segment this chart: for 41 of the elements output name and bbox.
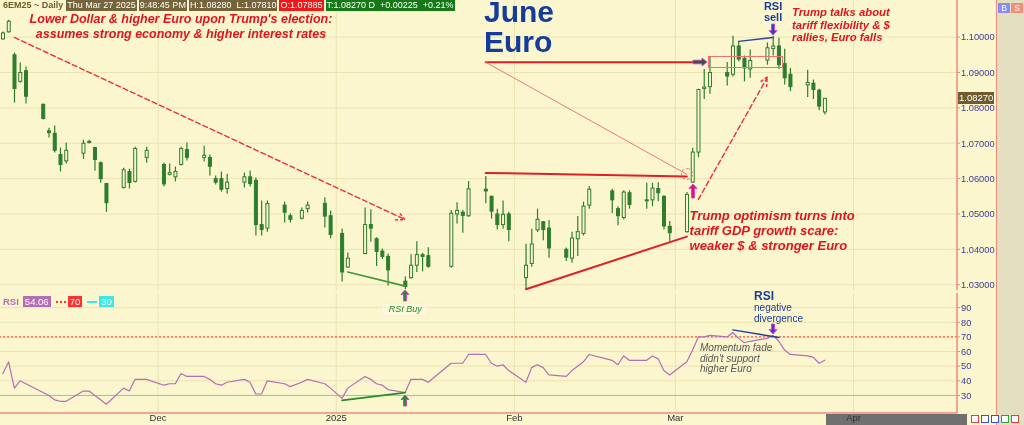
text: RSI xyxy=(3,296,19,307)
annotation: H:1.08280 L:1.07810 xyxy=(188,0,278,11)
annotation: Trump talks about tariff flexibility & $ rallies, Euro falls xyxy=(792,6,891,44)
x-tick-label: Mar xyxy=(667,411,684,423)
x-tick-label: Feb xyxy=(506,411,523,423)
annotation: Lower Dollar & higher Euro upon Trump's election: assumes strong economy & higher interest rates xyxy=(28,12,334,42)
y-tick-label: 90 xyxy=(961,302,972,313)
x-tick-label: 2025 xyxy=(325,411,347,423)
y-tick-label: 1.05000 xyxy=(961,209,995,220)
text: B xyxy=(998,3,1010,13)
annotation: Trump optimism turns into tariff GDP growth scare: weaker $ & stronger Euro xyxy=(689,207,856,253)
chart-title: June Euro xyxy=(484,0,556,58)
annotation: RSI xyxy=(754,289,775,304)
y-tick-label: 1.08000 xyxy=(961,103,995,114)
y-tick-label: 1.09000 xyxy=(961,67,995,78)
legend-label: 70 xyxy=(67,296,83,307)
y-tick-label: 30 xyxy=(961,390,972,401)
y-tick-label: 60 xyxy=(961,346,972,357)
y-tick-label: 40 xyxy=(961,376,972,387)
annotation: O:1.07885 xyxy=(279,0,324,11)
y-tick-label: 1.03000 xyxy=(961,280,995,290)
y-tick-label: 1.04000 xyxy=(961,244,995,255)
y-tick-label: 1.07000 xyxy=(961,138,995,149)
annotation: 54.06 xyxy=(22,296,51,307)
y-tick-label: 70 xyxy=(961,332,972,343)
y-tick-label: 1.06000 xyxy=(961,173,995,184)
annotation: 6EM25 ~ Daily xyxy=(2,0,65,11)
annotation: RSI Buy xyxy=(383,304,428,316)
annotation: RSI sell xyxy=(762,0,784,23)
y-tick-label: 50 xyxy=(961,361,972,372)
annotation: Thu Mar 27 2025 xyxy=(66,0,137,11)
y-tick-label: 80 xyxy=(961,317,972,328)
annotation: 1.08270 xyxy=(958,92,995,105)
legend-label: 30 xyxy=(99,296,114,307)
annotation: T:1.08270 D +0.00225 +0.21% xyxy=(325,0,455,11)
annotation: 9:48:45 PM xyxy=(138,0,187,11)
x-tick-label: Dec xyxy=(149,411,167,423)
y-tick-label: 1.10000 xyxy=(961,32,995,43)
annotation: Momentum fade didn't support higher Euro xyxy=(700,342,774,375)
annotation: negative divergence xyxy=(754,302,804,325)
text: S xyxy=(1011,3,1023,13)
